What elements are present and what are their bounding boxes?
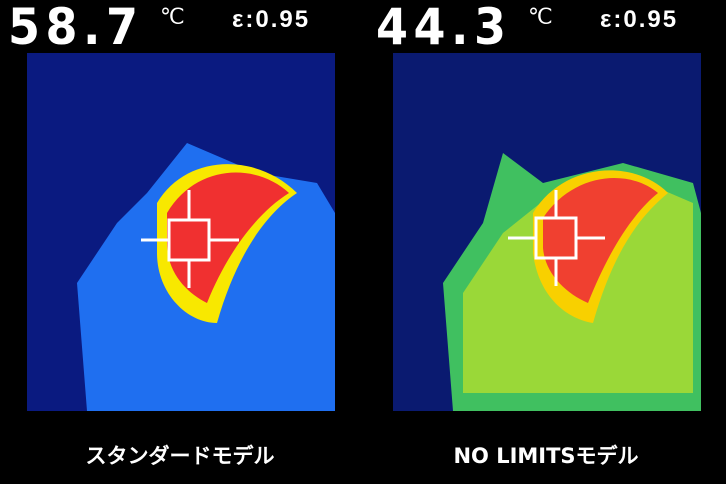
no-limits-thermal-image (393, 53, 701, 411)
right-emissivity: ε:0.95 (600, 6, 679, 33)
right-temperature: 44.3 (376, 0, 512, 56)
right-caption: NO LIMITSモデル (453, 444, 639, 468)
left-temperature: 58.7 (8, 0, 144, 56)
crosshair-icon (141, 190, 239, 288)
standard-thermal-image (27, 53, 335, 411)
left-caption: スタンダードモデル (85, 444, 275, 468)
crosshair-icon (508, 190, 605, 286)
left-emissivity: ε:0.95 (232, 6, 311, 33)
right-unit: ℃ (528, 4, 553, 29)
left-unit: ℃ (160, 4, 185, 29)
